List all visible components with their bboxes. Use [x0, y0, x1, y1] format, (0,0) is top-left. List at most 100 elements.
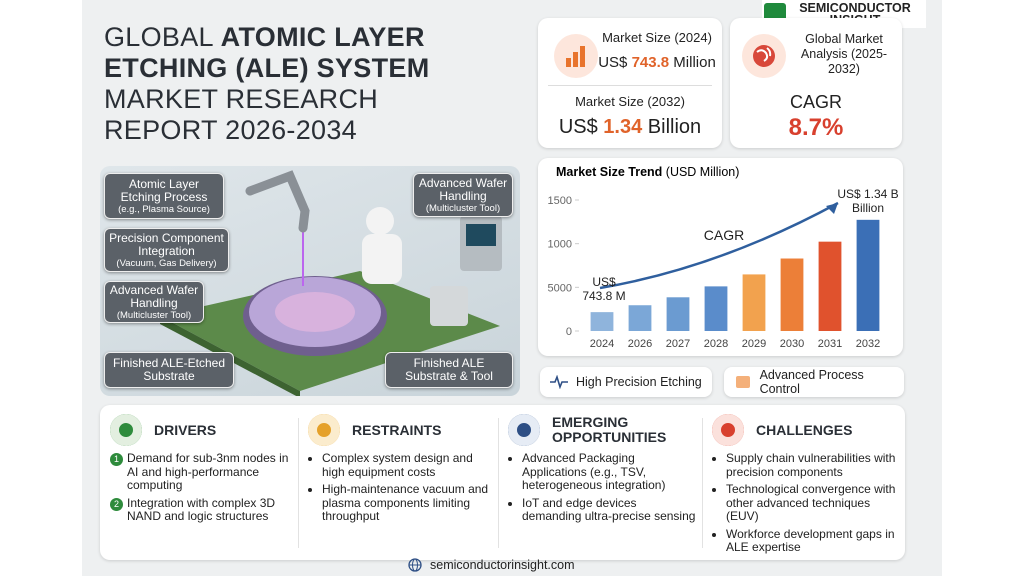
- section-item: 1 Demand for sub-3nm nodes in AI and high…: [110, 451, 300, 493]
- item-text: Workforce development gaps in ALE expert…: [726, 526, 895, 554]
- cagr-card: Global Market Analysis (2025-2032) CAGR …: [730, 18, 902, 148]
- cagr-label: CAGR: [789, 92, 842, 112]
- bar: [666, 297, 690, 331]
- feature-label: Advanced Process Control: [759, 368, 864, 396]
- label-2032: Market Size (2032): [575, 94, 685, 109]
- item-text: Complex system design and high equipment…: [322, 451, 473, 479]
- feature-label: High Precision Etching: [576, 375, 702, 389]
- callout: Finished ALE-Etched Substrate: [104, 352, 234, 388]
- prefix: US$: [558, 116, 598, 138]
- heading-text: EMERGING OPPORTUNITIES: [552, 414, 667, 445]
- control-icon: [736, 376, 750, 388]
- title-rest: MARKET RESEARCH REPORT 2026-2034: [104, 84, 379, 145]
- section: RESTRAINTS Complex system design and high…: [308, 412, 498, 528]
- section: DRIVERS 1 Demand for sub-3nm nodes in AI a…: [110, 412, 300, 528]
- chart-card: Market Size Trend (USD Million) 0 5000 100…: [538, 158, 903, 356]
- x-tick-label: 2027: [666, 338, 690, 350]
- section-icon: [712, 414, 744, 446]
- report-title: GLOBAL ATOMIC LAYER ETCHING (ALE) SYSTEM…: [104, 22, 464, 146]
- prefix: US$: [598, 54, 628, 71]
- item-text: Demand for sub-3nm nodes in AI and high-…: [127, 451, 289, 492]
- feature-pill: Advanced Process Control: [724, 367, 904, 397]
- feature-pill: High Precision Etching: [540, 367, 712, 397]
- callout-sub: (e.g., Plasma Source): [118, 203, 210, 215]
- callout: Advanced Wafer Handling (Multicluster Too…: [413, 173, 513, 217]
- number: 1.34: [603, 116, 643, 138]
- bar: [856, 219, 880, 331]
- callout-title: Atomic Layer Etching Process: [120, 176, 208, 204]
- column-divider: [498, 418, 499, 548]
- annotation-line: 743.8 M: [582, 289, 625, 303]
- section-heading: EMERGING OPPORTUNITIES: [508, 412, 698, 448]
- value-2032: US$ 1.34 Billion: [538, 116, 722, 139]
- chart: Market Size Trend (USD Million) 0 5000 100…: [548, 165, 899, 350]
- bar: [818, 241, 842, 331]
- footer-url: semiconductorinsight.com: [430, 558, 575, 572]
- number: 743.8: [631, 54, 670, 71]
- footer: semiconductorinsight.com: [408, 556, 628, 574]
- section-item: IoT and edge devices demanding ultra-pre…: [522, 496, 698, 524]
- chart-annotation: US$ 743.8 M: [582, 275, 625, 303]
- bar: [628, 305, 652, 331]
- y-tick-label: 0: [566, 326, 572, 338]
- section-item: Advanced Packaging Applications (e.g., T…: [522, 451, 698, 493]
- cagr-value: 8.7%: [788, 114, 844, 141]
- callout-title: Precision Component Integration: [109, 230, 224, 258]
- annotation-line: US$: [592, 275, 616, 289]
- callout-title: Advanced Wafer Handling: [109, 282, 199, 310]
- column-divider: [298, 418, 299, 548]
- section-heading: RESTRAINTS: [308, 412, 498, 448]
- chart-annotation: CAGR: [704, 227, 744, 243]
- annotation-line: US$ 1.34 B: [837, 187, 898, 201]
- analysis-label: Global Market Analysis (2025-2032): [800, 32, 888, 76]
- section-item: High-maintenance vacuum and plasma compo…: [322, 482, 498, 524]
- bar: [780, 258, 804, 331]
- title-bold: ATOMIC LAYER ETCHING (ALE) SYSTEM: [104, 22, 430, 83]
- icon-svg: [753, 45, 775, 67]
- callout-sub: (Multicluster Tool): [116, 309, 192, 321]
- x-tick-label: 2026: [628, 338, 652, 350]
- section: EMERGING OPPORTUNITIES Advanced Packaging…: [508, 412, 698, 528]
- section-item: Supply chain vulnerabilities with precis…: [726, 451, 902, 479]
- divider: [548, 85, 712, 86]
- callout: Advanced Wafer Handling (Multicluster Too…: [104, 281, 204, 323]
- y-tick-label: 1500: [548, 195, 572, 207]
- callout: Precision Component Integration (Vacuum, …: [104, 228, 229, 272]
- section-icon: [508, 414, 540, 446]
- item-text: Technological convergence with other adv…: [726, 482, 896, 523]
- heading-text: DRIVERS: [154, 421, 217, 438]
- column-divider: [702, 418, 703, 548]
- bar: [742, 274, 766, 331]
- x-tick-label: 2029: [742, 338, 766, 350]
- arrow-head: [826, 203, 838, 214]
- y-tick-label: 1000: [548, 239, 572, 251]
- item-text: Integration with complex 3D NAND and log…: [127, 495, 276, 523]
- item-number: 1: [110, 453, 123, 466]
- section-item: Technological convergence with other adv…: [726, 482, 902, 524]
- callout-sub: (Multicluster Tool): [425, 202, 501, 214]
- item-text: High-maintenance vacuum and plasma compo…: [322, 482, 489, 523]
- globe-icon: [742, 34, 786, 78]
- x-tick-label: 2032: [856, 338, 880, 350]
- icon-svg: [566, 46, 585, 67]
- x-tick-label: 2030: [780, 338, 804, 350]
- unit: Billion: [647, 116, 702, 138]
- section-item: 2 Integration with complex 3D NAND and lo…: [110, 495, 300, 524]
- section-icon: [308, 414, 340, 446]
- section-heading: CHALLENGES: [712, 412, 902, 448]
- section-list: Complex system design and high equipment…: [308, 451, 498, 524]
- callout-sub: (Vacuum, Gas Delivery): [116, 257, 217, 269]
- market-size-card: Market Size (2024) US$ 743.8 Million Mar…: [538, 18, 722, 148]
- section-list: Supply chain vulnerabilities with precis…: [712, 451, 902, 555]
- x-tick-label: 2024: [590, 338, 614, 350]
- item-text: Advanced Packaging Applications (e.g., T…: [522, 451, 666, 492]
- section: CHALLENGES Supply chain vulnerabilities w…: [712, 412, 902, 559]
- heading-text: CHALLENGES: [756, 421, 853, 438]
- unit: Million: [673, 54, 716, 71]
- label-2024: Market Size (2024): [602, 30, 712, 45]
- callout-title: Finished ALE-Etched Substrate: [112, 356, 226, 383]
- globe-small: [408, 558, 422, 572]
- chart-icon: [554, 34, 598, 78]
- trend-arrow: [599, 201, 839, 290]
